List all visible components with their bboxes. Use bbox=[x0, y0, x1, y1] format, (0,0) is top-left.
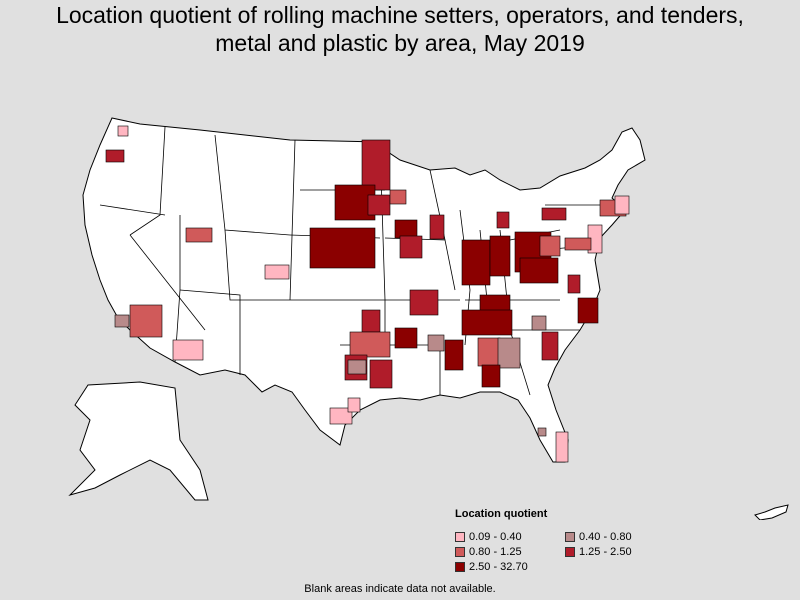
area-ga-1 bbox=[497, 337, 521, 369]
area-ia-1 bbox=[394, 219, 418, 239]
area-fl-2 bbox=[555, 431, 569, 463]
area-tx-2 bbox=[347, 359, 367, 375]
legend-label: 2.50 - 32.70 bbox=[469, 560, 528, 573]
area-ar-1 bbox=[394, 327, 418, 349]
legend-title: Location quotient bbox=[455, 508, 548, 520]
map-title: Location quotient of rolling machine set… bbox=[0, 0, 800, 57]
area-ma-1 bbox=[614, 195, 630, 215]
legend-swatch bbox=[455, 546, 465, 557]
area-ny-1 bbox=[541, 207, 567, 221]
area-ne-1 bbox=[309, 227, 376, 269]
hawaii-islands bbox=[754, 504, 789, 520]
legend-swatch bbox=[455, 561, 465, 572]
legend-label: 0.09 - 0.40 bbox=[469, 530, 522, 543]
legend-swatch bbox=[565, 531, 575, 542]
alaska-outline bbox=[68, 381, 209, 501]
area-ga-2 bbox=[531, 315, 547, 331]
area-al-2 bbox=[481, 364, 501, 388]
contiguous-us-outline bbox=[82, 117, 646, 463]
legend-label: 1.25 - 2.50 bbox=[579, 545, 632, 558]
us-map bbox=[68, 117, 789, 520]
area-in-1 bbox=[489, 235, 511, 277]
area-az-2 bbox=[172, 339, 204, 361]
area-il-1 bbox=[461, 239, 491, 286]
area-fl-1 bbox=[537, 427, 547, 437]
area-ca-1 bbox=[114, 314, 130, 328]
legend-label: 0.40 - 0.80 bbox=[579, 530, 632, 543]
legend-swatch bbox=[565, 546, 575, 557]
area-va-1 bbox=[567, 274, 581, 294]
area-mn-2 bbox=[367, 194, 391, 216]
area-wv-1 bbox=[519, 257, 559, 284]
area-wi-2 bbox=[429, 214, 445, 240]
footnote: Blank areas indicate data not available. bbox=[304, 583, 496, 595]
legend-swatch bbox=[455, 531, 465, 542]
area-tx-4 bbox=[329, 407, 353, 425]
legend-item-2: 0.40 - 0.80 bbox=[565, 530, 675, 543]
map-areas bbox=[105, 125, 630, 463]
area-az-1 bbox=[129, 304, 163, 338]
title-line-1: Location quotient of rolling machine set… bbox=[56, 2, 744, 28]
legend-item-4: 1.25 - 2.50 bbox=[565, 545, 675, 558]
area-nc-1 bbox=[577, 297, 599, 324]
legend: Location quotient 0.09 - 0.40 0.40 - 0.8… bbox=[455, 508, 695, 573]
area-pa-1 bbox=[539, 235, 561, 257]
legend-item-5: 2.50 - 32.70 bbox=[455, 560, 565, 573]
area-wa-1 bbox=[117, 125, 129, 137]
area-al-1 bbox=[477, 337, 501, 367]
area-wi-1 bbox=[389, 189, 407, 205]
legend-label: 0.80 - 1.25 bbox=[469, 545, 522, 558]
area-ia-2 bbox=[399, 235, 423, 259]
area-or-1 bbox=[105, 149, 125, 163]
area-id-1 bbox=[185, 227, 213, 243]
area-mi-1 bbox=[496, 211, 510, 229]
area-mo-1 bbox=[409, 289, 439, 316]
area-tn-1 bbox=[461, 309, 513, 336]
area-tx-3 bbox=[369, 359, 393, 389]
area-ms-1 bbox=[444, 339, 464, 371]
area-sc-1 bbox=[541, 331, 559, 361]
legend-item-3: 0.80 - 1.25 bbox=[455, 545, 565, 558]
area-ar-2 bbox=[427, 334, 445, 352]
area-tx-5 bbox=[347, 397, 361, 413]
area-ks-1 bbox=[361, 309, 381, 333]
area-nd-1 bbox=[361, 139, 391, 191]
area-co-1 bbox=[264, 264, 290, 280]
area-md-1 bbox=[564, 237, 592, 251]
legend-item-1: 0.09 - 0.40 bbox=[455, 530, 565, 543]
title-line-2: metal and plastic by area, May 2019 bbox=[215, 30, 585, 56]
area-ok-1 bbox=[349, 331, 391, 358]
